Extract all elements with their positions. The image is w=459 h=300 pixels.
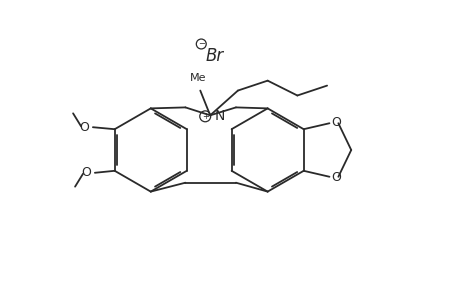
Text: Br: Br	[205, 47, 223, 65]
Text: O: O	[330, 116, 341, 129]
Text: +: +	[202, 112, 208, 121]
Text: O: O	[79, 121, 89, 134]
Text: N: N	[214, 109, 224, 123]
Text: O: O	[330, 171, 341, 184]
Text: O: O	[81, 166, 91, 179]
Text: Me: Me	[190, 73, 206, 82]
Text: −: −	[197, 40, 204, 49]
